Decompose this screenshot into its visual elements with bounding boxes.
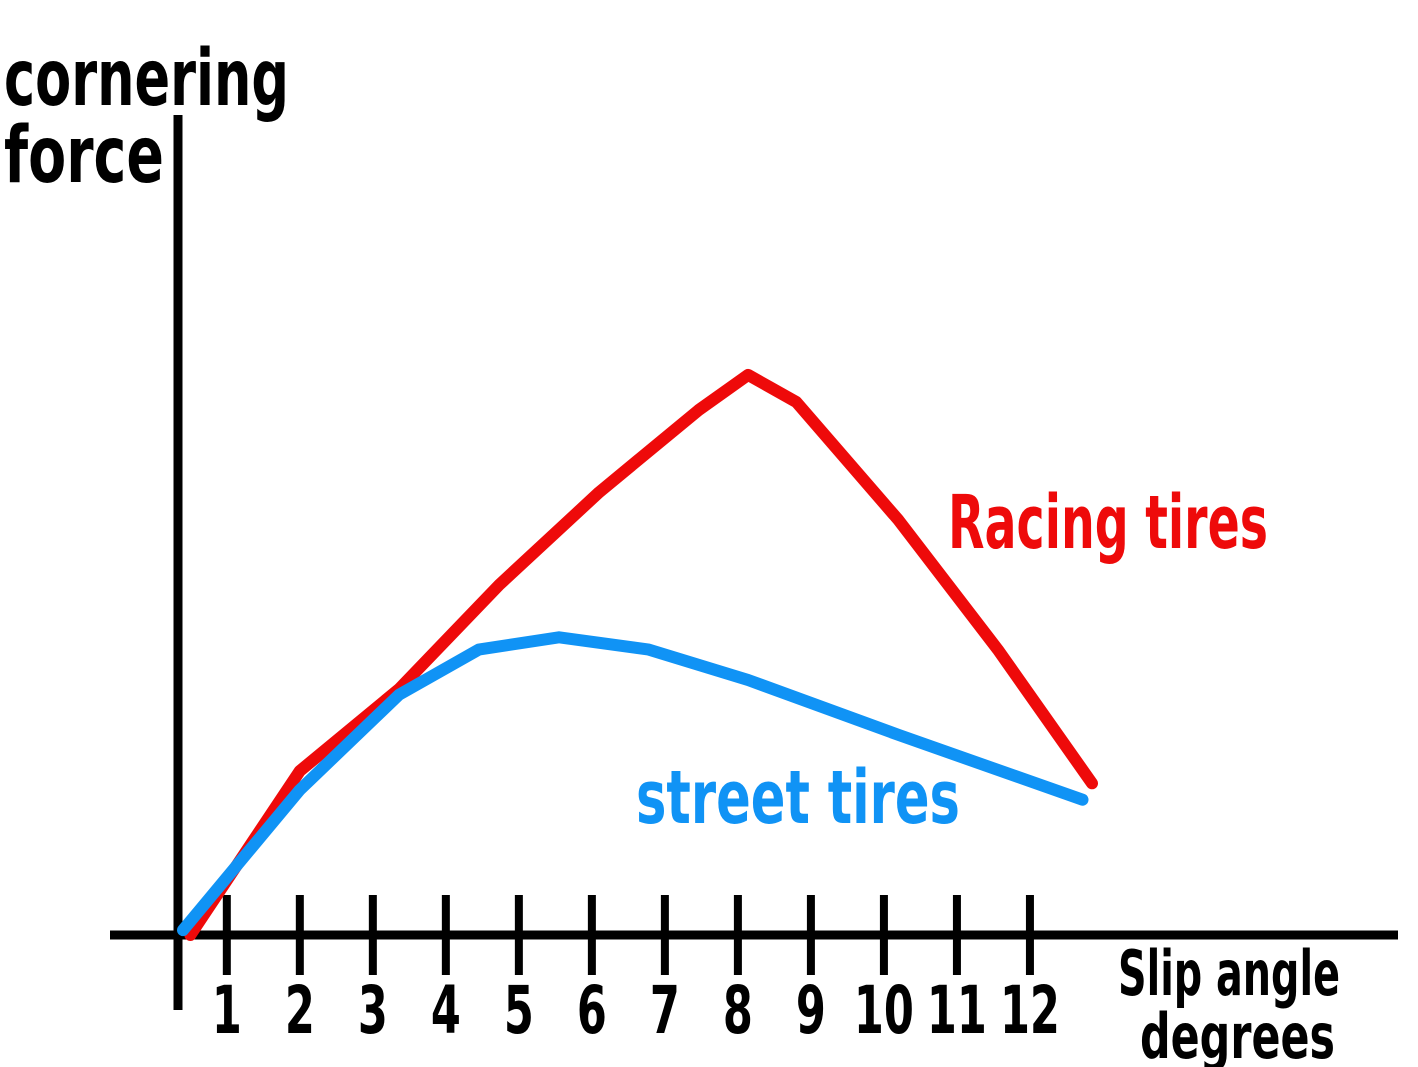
- x-tick-label: 3: [358, 972, 388, 1049]
- x-tick-label: 12: [1000, 972, 1060, 1049]
- x-tick-label: 9: [796, 972, 826, 1049]
- x-tick-label: 5: [504, 972, 534, 1049]
- x-axis-label: Slip angle: [1118, 937, 1340, 1010]
- series-label: street tires: [636, 755, 960, 841]
- y-axis-label: force: [4, 111, 164, 201]
- x-tick-label: 6: [577, 972, 607, 1049]
- x-axis-label: degrees: [1140, 1000, 1335, 1067]
- x-tick-label: 1: [212, 972, 242, 1049]
- series-line: [184, 368, 1098, 941]
- series-line: [177, 631, 1089, 937]
- x-tick-label: 7: [650, 972, 680, 1049]
- y-axis-label: cornering: [4, 34, 289, 124]
- x-tick-label: 11: [927, 972, 987, 1049]
- x-tick-label: 8: [723, 972, 753, 1049]
- x-tick-label: 4: [431, 972, 461, 1049]
- x-tick-label: 2: [285, 972, 315, 1049]
- x-tick-label: 10: [854, 972, 914, 1049]
- series-label: Racing tires: [948, 480, 1268, 566]
